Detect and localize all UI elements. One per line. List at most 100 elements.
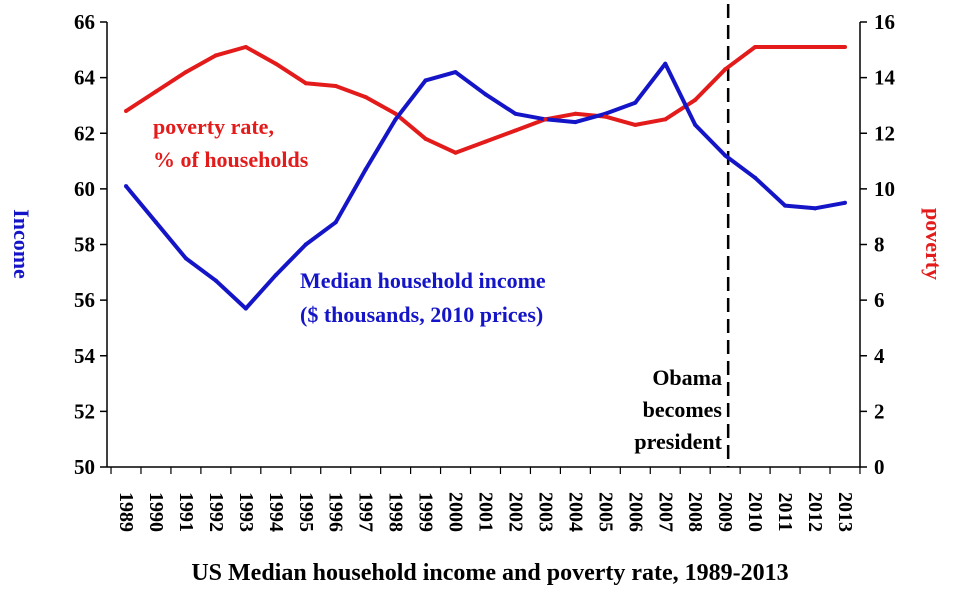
right-tick-label: 2 — [874, 399, 885, 423]
left-tick-label: 60 — [74, 177, 95, 201]
poverty-point — [813, 45, 818, 50]
left-tick-label: 66 — [74, 10, 95, 34]
chart-title: US Median household income and poverty r… — [191, 560, 789, 586]
x-tick-label: 1997 — [355, 492, 377, 532]
poverty-point — [843, 45, 847, 50]
x-tick-label: 1996 — [325, 492, 347, 532]
right-axis-ticks: 0 2 4 6 8 10 12 14 16 — [860, 10, 896, 479]
right-tick-label: 12 — [874, 121, 895, 145]
x-tick-label: 2003 — [534, 492, 556, 532]
income-point — [124, 184, 128, 189]
poverty-point — [243, 45, 248, 50]
poverty-point — [783, 45, 788, 50]
right-tick-label: 14 — [874, 66, 896, 90]
x-tick-label: 1992 — [205, 492, 227, 532]
income-point — [303, 242, 308, 247]
income-point — [483, 92, 488, 97]
right-tick-label: 6 — [874, 288, 885, 312]
income-label-line-2: ($ thousands, 2010 prices) — [300, 302, 543, 327]
income-point — [363, 167, 368, 172]
x-tick-label: 2006 — [624, 492, 646, 532]
x-tick-label: 2000 — [445, 492, 467, 532]
x-tick-label: 1998 — [385, 492, 407, 532]
left-tick-label: 58 — [74, 233, 95, 257]
poverty-label-line-2: % of households — [153, 147, 309, 172]
poverty-point — [303, 81, 308, 86]
income-point — [723, 153, 728, 158]
x-tick-label: 1999 — [415, 492, 437, 532]
x-tick-label: 2004 — [564, 492, 586, 532]
x-tick-label: 1994 — [265, 492, 287, 532]
poverty-point — [483, 139, 488, 144]
income-point — [213, 278, 218, 283]
x-tick-label: 2005 — [594, 492, 616, 532]
poverty-point — [393, 111, 398, 116]
x-tick-label: 2012 — [804, 492, 826, 532]
right-tick-label: 4 — [874, 344, 885, 368]
x-tick-label: 2008 — [684, 492, 706, 532]
income-point — [603, 111, 608, 116]
x-tick-label: 1989 — [115, 492, 137, 532]
left-tick-label: 50 — [74, 455, 95, 479]
x-tick-label: 2013 — [834, 492, 856, 532]
x-tick-label: 2001 — [475, 492, 497, 532]
right-tick-label: 8 — [874, 233, 885, 257]
poverty-point — [453, 150, 458, 155]
left-axis-ticks: 50 52 54 56 58 60 62 64 66 — [74, 10, 107, 479]
income-point — [243, 306, 248, 311]
left-tick-label: 56 — [74, 288, 95, 312]
x-tick-label: 1993 — [235, 492, 257, 532]
right-tick-label: 16 — [874, 10, 895, 34]
income-point — [513, 111, 518, 116]
left-axis-label: Income — [9, 209, 34, 279]
poverty-point — [363, 95, 368, 100]
poverty-point — [543, 117, 548, 122]
poverty-point — [513, 128, 518, 133]
poverty-point — [423, 136, 428, 141]
x-tick-label: 1995 — [295, 492, 317, 532]
income-point — [453, 70, 458, 75]
plot-frame — [106, 22, 861, 468]
x-tick-label: 2011 — [774, 493, 796, 532]
income-label-line-1: Median household income — [300, 268, 546, 293]
left-tick-label: 64 — [74, 66, 96, 90]
poverty-point — [633, 122, 638, 127]
poverty-point — [603, 114, 608, 119]
income-point — [663, 61, 668, 66]
left-tick-label: 62 — [74, 121, 95, 145]
poverty-point — [573, 111, 578, 116]
x-axis-ticks: 1989 1990 1991 1992 1993 1994 1995 1996 1997 1998… — [110, 467, 861, 532]
x-tick-label: 2002 — [504, 492, 526, 532]
income-point — [273, 273, 278, 278]
poverty-point — [153, 89, 158, 94]
x-tick-label: 1990 — [145, 492, 167, 532]
event-label-line-1: Obama — [652, 365, 722, 390]
right-tick-label: 0 — [874, 455, 885, 479]
income-point — [783, 203, 788, 208]
x-tick-label: 1991 — [175, 492, 197, 532]
income-point — [693, 122, 698, 127]
x-tick-label: 2009 — [714, 492, 736, 532]
x-tick-label: 2007 — [654, 492, 676, 532]
right-axis-label: poverty — [921, 208, 946, 280]
poverty-point — [273, 61, 278, 66]
x-tick-label: 2010 — [744, 492, 766, 532]
poverty-point — [693, 97, 698, 102]
income-point — [333, 220, 338, 225]
income-point — [183, 256, 188, 261]
poverty-label-line-1: poverty rate, — [153, 114, 274, 139]
income-point — [153, 220, 158, 225]
poverty-point — [183, 70, 188, 75]
event-label-line-2: becomes — [643, 397, 723, 422]
left-tick-label: 52 — [74, 399, 95, 423]
poverty-point — [333, 83, 338, 88]
income-point — [393, 117, 398, 122]
chart: 50 52 54 56 58 60 62 64 66 0 2 4 6 8 10 12 14 16 1989 199… — [9, 4, 946, 532]
income-point — [573, 120, 578, 125]
income-point — [843, 200, 847, 205]
income-point — [753, 175, 758, 180]
event-label-line-3: president — [634, 429, 722, 454]
poverty-point — [124, 109, 128, 113]
left-tick-label: 54 — [74, 344, 96, 368]
income-point — [633, 100, 638, 105]
